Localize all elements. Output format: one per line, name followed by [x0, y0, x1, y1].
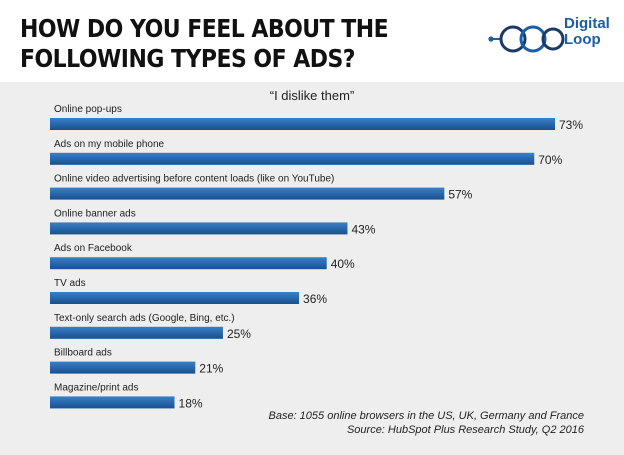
bar: [50, 187, 445, 200]
category-label: Billboard ads: [54, 348, 112, 359]
data-label: 36%: [303, 292, 327, 306]
logo-text-line1: Digital: [564, 15, 610, 32]
category-label: Text-only search ads (Google, Bing, etc.…: [54, 313, 235, 324]
bar: [50, 222, 348, 235]
bar: [50, 152, 535, 165]
data-label: 21%: [199, 362, 223, 376]
category-label: Magazine/print ads: [54, 382, 139, 393]
category-label: Online pop-ups: [54, 104, 122, 115]
digital-loop-logo: Digital Loop: [485, 14, 615, 58]
bar: [50, 361, 196, 374]
data-label: 70%: [538, 153, 562, 167]
category-label: TV ads: [54, 278, 86, 289]
bar: [50, 257, 327, 270]
base-note: Base: 1055 online browsers in the US, UK…: [268, 410, 585, 422]
data-label: 43%: [351, 222, 375, 236]
category-label: Ads on my mobile phone: [54, 139, 165, 150]
data-label: 73%: [559, 118, 583, 132]
logo-rings-icon: [488, 25, 565, 53]
category-label: Online video advertising before content …: [54, 174, 334, 185]
logo-text: Digital Loop: [564, 16, 610, 48]
logo-text-line2: Loop: [564, 31, 601, 48]
category-label: Online banner ads: [54, 208, 136, 219]
bar-chart: Online pop-ups 73% Ads on my mobile phone 7…: [50, 104, 583, 410]
chart-subtitle: “I dislike them”: [269, 88, 355, 103]
bar: [50, 326, 223, 339]
category-label: Ads on Facebook: [54, 243, 133, 254]
source-note: Source: HubSpot Plus Research Study, Q2 …: [346, 424, 584, 436]
data-label: 18%: [179, 396, 203, 410]
data-label: 57%: [448, 188, 472, 202]
bar: [50, 396, 175, 409]
data-label: 40%: [331, 257, 355, 271]
bar: [50, 118, 555, 130]
bar: [50, 292, 300, 304]
header: HOW DO YOU FEEL ABOUT THE FOLLOWING TYPE…: [0, 0, 624, 82]
page-title: HOW DO YOU FEEL ABOUT THE FOLLOWING TYPE…: [20, 14, 389, 73]
data-label: 25%: [227, 327, 251, 341]
